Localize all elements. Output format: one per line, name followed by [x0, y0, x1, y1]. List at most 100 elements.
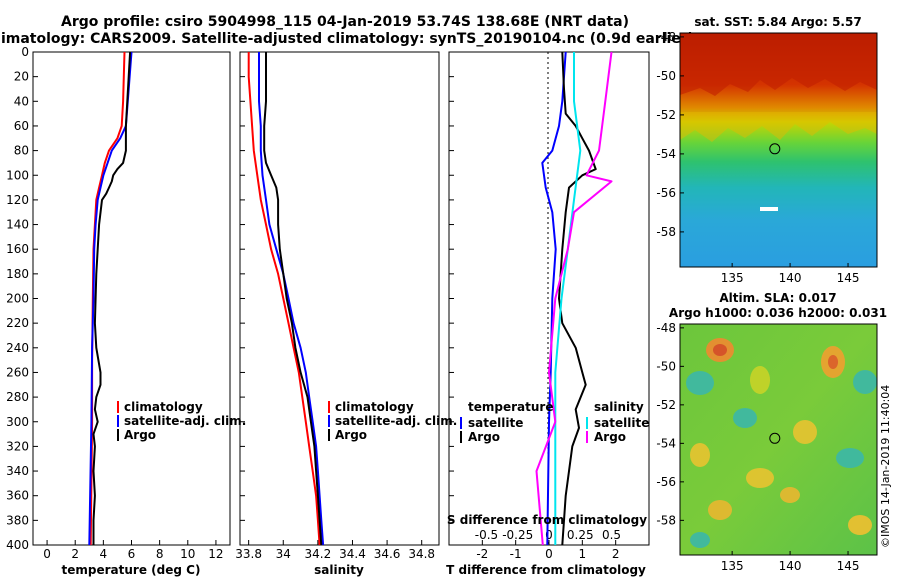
x-tick-label: 2 [71, 547, 79, 561]
x-tick-label: 34.8 [408, 547, 435, 561]
t-difference-x-ticks: -2 -1 0 1 2 [476, 540, 619, 561]
legend-label-argo: Argo [335, 428, 367, 442]
x2-tick-label: 0.25 [567, 528, 594, 542]
sla-map: Altim. SLA: 0.017 Argo h1000: 0.036 h200… [656, 291, 887, 573]
x-tick-label: 12 [208, 547, 223, 561]
sla-map-title: Altim. SLA: 0.017 [719, 291, 836, 305]
salinity-difference-legend: salinity satellite Argo [586, 400, 649, 444]
map-x-tick-label: 135 [721, 559, 744, 573]
sla-map-x-ticks: 135 140 145 [721, 551, 859, 573]
x2-tick-label: 0.5 [602, 528, 621, 542]
legend-label-satellite: satellite-adj. clim. [124, 414, 246, 428]
map-y-tick-label: -54 [656, 436, 676, 450]
map-y-tick-label: -56 [656, 186, 676, 200]
x-tick-label: 33.8 [235, 547, 262, 561]
y-tick-label: 400 [6, 538, 29, 552]
map-x-tick-label: 140 [779, 559, 802, 573]
legend-title-temperature: temperature [468, 400, 553, 414]
x-tick-label: 2 [612, 547, 620, 561]
s-difference-x-ticks: -0.5 -0.25 0 0.25 0.5 [475, 528, 621, 542]
y-tick-label: 20 [14, 70, 29, 84]
x-tick-label: 34.6 [374, 547, 401, 561]
series-line-salinity-argo [535, 51, 613, 546]
map-y-tick-label: -50 [656, 69, 676, 83]
y-tick-label: 220 [6, 316, 29, 330]
legend-label-climatology: climatology [335, 400, 414, 414]
y-tick-label: 360 [6, 489, 29, 503]
x-tick-label: 0 [545, 547, 553, 561]
y-tick-label: 140 [6, 218, 29, 232]
map-y-tick-label: -56 [656, 475, 676, 489]
x-tick-label: -2 [476, 547, 488, 561]
x-tick-label: 0 [43, 547, 51, 561]
x-tick-label: 10 [180, 547, 195, 561]
temperature-difference-legend: temperature satellite Argo [460, 400, 553, 444]
s-difference-label: S difference from climatology [447, 513, 647, 527]
x-tick-label: 1 [579, 547, 587, 561]
legend-label-s-argo: Argo [594, 430, 626, 444]
legend-title-salinity: salinity [594, 400, 644, 414]
figure-title-line1: Argo profile: csiro 5904998_115 04-Jan-2… [61, 14, 629, 30]
temperature-plot-frame [32, 51, 231, 546]
temperature-x-label: temperature (deg C) [62, 563, 201, 577]
y-tick-label: 40 [14, 94, 29, 108]
sst-map-frame [679, 32, 878, 268]
sst-missing-data [760, 207, 778, 211]
map-y-tick-label: -50 [656, 359, 676, 373]
x2-tick-label: 0 [545, 528, 553, 542]
y-tick-label: 0 [21, 45, 29, 59]
sst-warm-front [680, 33, 877, 96]
x-tick-label: 34 [276, 547, 291, 561]
y-tick-label: 120 [6, 193, 29, 207]
legend-label-satellite: satellite-adj. clim. [335, 414, 457, 428]
depth-y-ticks: 0 20 40 60 80 100 120 140 160 180 200 220 240 260 280 3… [6, 45, 29, 552]
series-line-argo [92, 51, 132, 545]
sst-map-y-ticks: -48 -50 -52 -54 -56 -58 [656, 30, 684, 239]
map-y-tick-label: -58 [656, 513, 676, 527]
x-tick-label: 6 [128, 547, 136, 561]
map-y-tick-label: -54 [656, 147, 676, 161]
series-line-argo [263, 52, 323, 546]
temperature-legend: climatology satellite-adj. clim. Argo [117, 400, 246, 442]
sla-map-subtitle: Argo h1000: 0.036 h2000: 0.031 [669, 306, 887, 320]
x-tick-label: -1 [510, 547, 522, 561]
series-line-satellite-adj-clim- [88, 51, 133, 546]
y-tick-label: 80 [14, 144, 29, 158]
x-tick-label: 4 [100, 547, 108, 561]
temperature-x-ticks: 0 2 4 6 8 10 12 [43, 540, 224, 561]
sst-map-title: sat. SST: 5.84 Argo: 5.57 [694, 15, 861, 29]
y-tick-label: 320 [6, 439, 29, 453]
legend-label-climatology: climatology [124, 400, 203, 414]
y-tick-label: 180 [6, 267, 29, 281]
legend-label-s-satellite: satellite [594, 416, 649, 430]
sla-eddies [686, 338, 877, 548]
series-line-satellite-adj-clim- [258, 52, 325, 546]
y-tick-label: 380 [6, 513, 29, 527]
y-tick-label: 160 [6, 242, 29, 256]
map-y-tick-label: -48 [656, 30, 676, 44]
y-tick-label: 340 [6, 464, 29, 478]
y-tick-label: 240 [6, 341, 29, 355]
salinity-lines [247, 52, 325, 546]
map-x-tick-label: 140 [779, 271, 802, 285]
temperature-plot: 0 2 4 6 8 10 12 0 20 40 60 80 100 120 140 160 180 200 220… [6, 45, 246, 577]
t-difference-label: T difference from climatology [446, 563, 646, 577]
legend-label-t-argo: Argo [468, 430, 500, 444]
y-tick-label: 60 [14, 119, 29, 133]
map-y-tick-label: -58 [656, 225, 676, 239]
map-x-tick-label: 145 [837, 271, 860, 285]
map-y-tick-label: -52 [656, 398, 676, 412]
argo-location-marker [769, 432, 781, 444]
sst-map: sat. SST: 5.84 Argo: 5.57 135 140 145 -48-… [656, 15, 878, 285]
y-tick-label: 200 [6, 292, 29, 306]
temperature-lines [88, 51, 133, 546]
x2-tick-label: -0.25 [502, 528, 533, 542]
salinity-plot-frame [239, 51, 440, 546]
sla-map-frame [679, 323, 878, 556]
argo-location-marker [769, 143, 781, 155]
sst-map-x-ticks: 135 140 145 [721, 263, 860, 285]
x-tick-label: 8 [156, 547, 164, 561]
legend-label-argo: Argo [124, 428, 156, 442]
x2-tick-label: -0.5 [475, 528, 498, 542]
